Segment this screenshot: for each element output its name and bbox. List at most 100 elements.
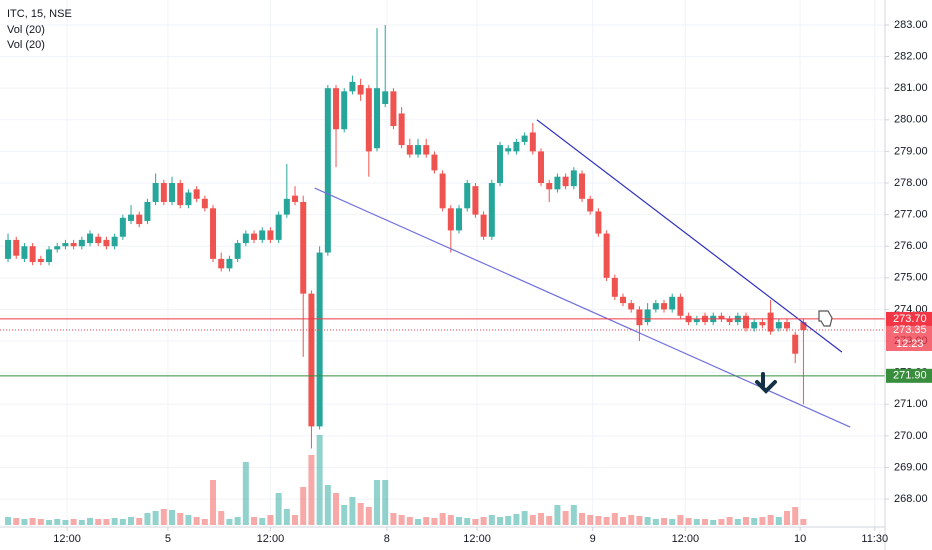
- candle-body: [267, 230, 274, 240]
- indicator-label: Vol (20): [7, 39, 45, 51]
- candle-body: [554, 176, 561, 190]
- candle-body: [767, 312, 774, 332]
- trendline: [314, 187, 851, 428]
- volume-bar: [546, 516, 553, 525]
- volume-bar: [652, 519, 659, 525]
- volume-bar: [767, 515, 774, 525]
- candle-body: [415, 145, 422, 155]
- candle-body: [661, 303, 668, 310]
- candle-body: [718, 315, 725, 319]
- volume-bar: [54, 519, 61, 525]
- volume-bar: [669, 519, 676, 525]
- candle-body: [759, 322, 766, 326]
- candle-body: [447, 208, 454, 231]
- candle-body: [218, 258, 225, 269]
- candle-body: [513, 141, 520, 152]
- volume-bar: [620, 517, 627, 525]
- volume-bar: [661, 518, 668, 525]
- y-tick-label: 269.00: [894, 461, 928, 473]
- price-tag-label: 273.70: [893, 313, 927, 325]
- candle-body: [431, 154, 438, 171]
- volume-bar: [726, 517, 733, 525]
- volume-bar: [636, 516, 643, 525]
- y-tick-label: 283.00: [894, 19, 928, 31]
- volume-bar: [357, 503, 364, 525]
- volume-bar: [119, 519, 126, 525]
- volume-bar: [144, 513, 151, 525]
- candle-body: [529, 132, 536, 152]
- candle-body: [292, 195, 299, 202]
- volume-bar: [218, 511, 225, 525]
- candle-body: [333, 88, 340, 130]
- candle-body: [234, 243, 241, 259]
- grid: [0, 0, 885, 527]
- candle-body: [382, 91, 389, 104]
- volume-bar: [259, 518, 266, 525]
- candle-body: [751, 322, 758, 329]
- volume-bar: [513, 514, 520, 525]
- volume-bar: [759, 517, 766, 525]
- x-tick-label: 5: [165, 533, 171, 545]
- volume-bar: [702, 519, 709, 525]
- x-tick-label: 12:00: [463, 533, 491, 545]
- y-tick-label: 278.00: [894, 177, 928, 189]
- volume-bar: [529, 515, 536, 525]
- candle-body: [595, 211, 602, 234]
- candle-body: [652, 303, 659, 310]
- volume-bar: [95, 519, 102, 525]
- candle-body: [103, 239, 110, 247]
- candle-body: [636, 309, 643, 326]
- candle-body: [13, 239, 20, 256]
- candle-body: [308, 293, 315, 427]
- candle-body: [357, 85, 364, 95]
- volume-bar: [111, 518, 118, 525]
- chart-title: ITC, 15, NSE: [7, 8, 72, 20]
- candle-body: [160, 183, 167, 202]
- volume-bar: [177, 513, 184, 525]
- arrow-icon: [755, 372, 777, 394]
- candle-body: [505, 148, 512, 152]
- candle-body: [587, 198, 594, 212]
- volume-bar: [472, 519, 479, 525]
- volume-bar: [46, 520, 53, 525]
- candle-body: [62, 243, 69, 247]
- candle-body: [538, 151, 545, 184]
- volume-bar: [398, 515, 405, 525]
- volume-bar: [234, 517, 241, 525]
- candle-body: [226, 258, 233, 269]
- volume-bar: [103, 519, 110, 525]
- volume-bar: [595, 516, 602, 525]
- volume-bar: [382, 480, 389, 525]
- candle-body: [37, 258, 44, 263]
- x-tick-label: 10: [794, 533, 806, 545]
- volume-bar: [447, 515, 454, 525]
- volume-bar: [628, 515, 635, 525]
- x-tick-label: 8: [384, 533, 390, 545]
- volume-bar: [78, 520, 85, 525]
- candle-body: [70, 243, 77, 247]
- volume-bar: [554, 505, 561, 525]
- axes: 268.00269.00270.00271.00272.00273.00274.…: [53, 19, 932, 545]
- candle-body: [341, 91, 348, 130]
- candle-body: [54, 246, 61, 250]
- candle-body: [300, 201, 307, 294]
- volume-bar: [431, 518, 438, 525]
- volume-bar: [710, 520, 717, 525]
- y-tick-label: 271.00: [894, 398, 928, 410]
- volume-pane: [5, 435, 807, 525]
- volume-bar: [21, 519, 28, 525]
- candle-body: [669, 296, 676, 310]
- volume-bar: [488, 515, 495, 525]
- candle-body: [603, 233, 610, 278]
- volume-bar: [275, 493, 282, 525]
- volume-bar: [308, 455, 315, 525]
- y-tick-label: 282.00: [894, 50, 928, 62]
- candle-body: [251, 233, 258, 240]
- volume-bar: [29, 518, 36, 525]
- candle-body: [775, 322, 782, 329]
- price-tag-label: 273.35: [893, 324, 927, 336]
- volume-bar: [562, 511, 569, 525]
- candle-body: [546, 183, 553, 190]
- candle-body: [136, 214, 143, 225]
- candle-body: [210, 208, 217, 259]
